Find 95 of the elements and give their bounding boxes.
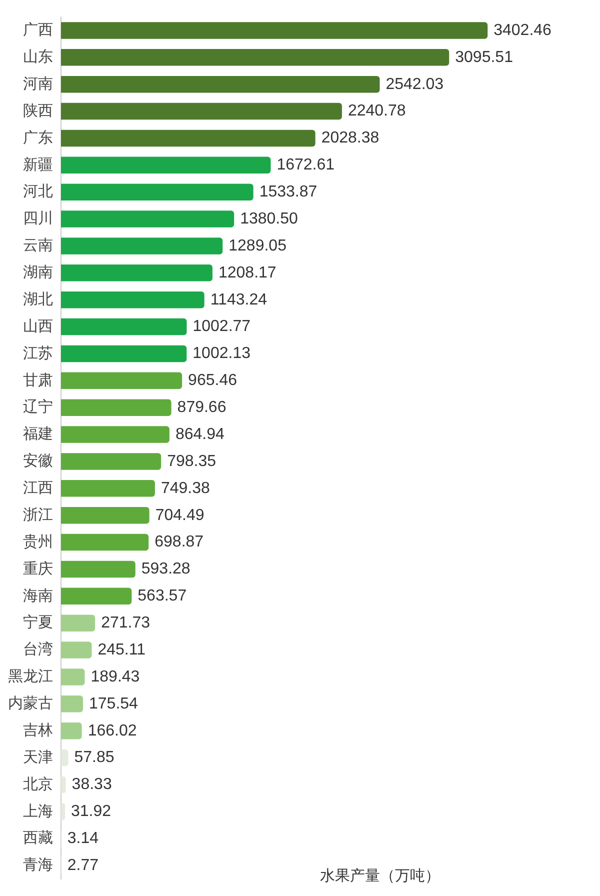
annotation: 水果产量（万吨） (320, 868, 440, 885)
data-label: 965.46 (188, 372, 238, 390)
data-label: 1208.17 (218, 264, 276, 282)
bar (61, 480, 155, 497)
y-tick-label: 辽宁 (23, 398, 53, 416)
y-tick-label: 新疆 (23, 156, 53, 174)
y-tick-label: 河南 (23, 75, 53, 92)
data-label: 31.92 (71, 803, 112, 820)
bar (61, 749, 68, 766)
bar (61, 156, 271, 174)
y-tick-label: 重庆 (23, 560, 53, 578)
data-label: 798.35 (167, 452, 216, 470)
y-tick-label: 甘肃 (23, 372, 53, 389)
y-tick-label: 江苏 (23, 344, 53, 362)
y-tick-label: 青海 (23, 856, 53, 874)
bar (61, 291, 204, 308)
data-label: 593.28 (141, 560, 190, 578)
bar (61, 130, 316, 147)
bar (61, 318, 187, 336)
data-label: 1289.05 (228, 237, 287, 254)
bar (61, 696, 84, 712)
y-tick-label: 河北 (23, 183, 53, 200)
bar (61, 506, 150, 524)
y-tick-label: 内蒙古 (8, 695, 53, 712)
data-label: 1672.61 (276, 156, 335, 174)
bar (61, 722, 82, 740)
bar (61, 49, 450, 66)
data-label: 749.38 (160, 480, 210, 497)
data-label: 864.94 (175, 426, 224, 443)
data-label: 704.49 (155, 506, 204, 524)
y-tick-label: 湖北 (23, 290, 53, 308)
bar (61, 399, 172, 416)
y-tick-label: 广东 (23, 129, 53, 146)
y-tick-label: 江西 (23, 480, 53, 497)
y-tick-label: 浙江 (23, 506, 53, 524)
data-label: 1002.77 (192, 318, 251, 336)
bar (61, 76, 380, 93)
y-tick-label: 西藏 (23, 830, 53, 847)
bar (61, 210, 234, 228)
bar (61, 534, 149, 551)
bar (61, 453, 162, 470)
data-label: 271.73 (101, 614, 150, 632)
bar (61, 614, 96, 632)
bar (61, 22, 488, 39)
y-tick-label: 安徽 (23, 452, 53, 470)
y-tick-label: 四川 (23, 210, 53, 228)
bar (61, 588, 132, 605)
data-label: 1143.24 (210, 291, 268, 308)
y-tick-label: 山西 (23, 318, 53, 335)
data-label: 57.85 (74, 749, 114, 766)
data-label: 1002.13 (192, 345, 251, 362)
bar (61, 668, 85, 686)
data-label: 2542.03 (386, 76, 444, 93)
y-tick-label: 北京 (23, 776, 53, 793)
y-tick-label: 广西 (23, 22, 53, 39)
data-label: 245.11 (98, 641, 146, 658)
data-label: 1380.50 (240, 210, 298, 228)
y-tick-label: 湖南 (23, 264, 53, 282)
bar (61, 642, 92, 658)
data-label: 38.33 (72, 776, 112, 794)
y-tick-label: 贵州 (23, 533, 53, 550)
y-tick-label: 福建 (23, 426, 53, 443)
data-label: 1533.87 (259, 184, 318, 200)
bar (61, 372, 182, 390)
data-label: 166.02 (88, 722, 137, 740)
data-label: 189.43 (90, 668, 140, 686)
bar (61, 184, 254, 200)
bar (61, 345, 187, 362)
bar (61, 776, 66, 794)
bar (61, 426, 170, 443)
y-tick-label: 台湾 (23, 641, 53, 658)
y-tick-label: 吉林 (23, 722, 53, 739)
bar (61, 560, 136, 578)
data-label: 3095.51 (455, 48, 514, 66)
data-label: 563.57 (138, 588, 187, 605)
data-label: 879.66 (177, 399, 226, 416)
y-tick-label: 黑龙江 (8, 668, 53, 686)
data-label: 3402.46 (494, 22, 552, 39)
y-tick-label: 天津 (23, 748, 53, 766)
y-tick-label: 云南 (23, 237, 53, 254)
data-label: 3.14 (67, 830, 99, 847)
bar (61, 803, 65, 820)
bar (61, 238, 223, 254)
y-tick-label: 陕西 (23, 102, 53, 120)
data-label: 175.54 (89, 695, 138, 712)
data-label: 2028.38 (321, 130, 380, 147)
bar (61, 102, 342, 120)
data-label: 2.77 (67, 856, 99, 874)
y-tick-label: 山东 (23, 48, 53, 66)
y-tick-label: 海南 (23, 587, 53, 604)
data-label: 698.87 (154, 534, 204, 551)
y-tick-label: 上海 (23, 802, 53, 820)
y-tick-label: 宁夏 (23, 614, 53, 632)
data-label: 2240.78 (348, 102, 406, 120)
bar (61, 264, 212, 282)
